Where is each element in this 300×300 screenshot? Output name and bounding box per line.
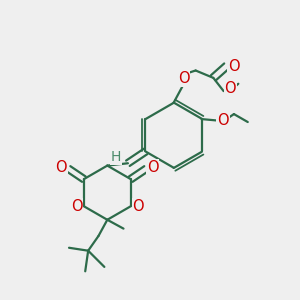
Text: O: O	[147, 160, 158, 175]
Text: O: O	[56, 160, 67, 175]
Text: O: O	[132, 199, 144, 214]
Text: O: O	[217, 113, 229, 128]
Text: O: O	[224, 81, 236, 96]
Text: O: O	[71, 199, 82, 214]
Text: O: O	[178, 71, 190, 86]
Text: H: H	[111, 150, 121, 164]
Text: O: O	[228, 58, 240, 74]
